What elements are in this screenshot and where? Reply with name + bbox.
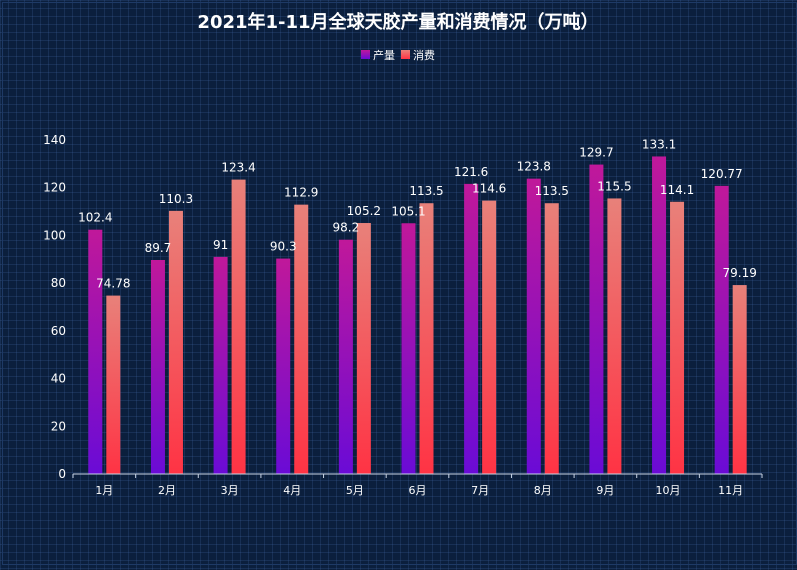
bar-production[interactable] <box>526 178 541 475</box>
y-tick-label: 20 <box>51 419 66 433</box>
data-label-consumption: 114.1 <box>660 183 694 197</box>
x-tick-label: 10月 <box>656 484 681 497</box>
y-tick-label: 0 <box>58 467 66 481</box>
bars <box>88 156 747 475</box>
data-label-production: 89.7 <box>145 241 172 255</box>
data-label-consumption: 110.3 <box>159 192 193 206</box>
bar-production[interactable] <box>401 223 416 474</box>
y-tick-label: 100 <box>43 228 66 242</box>
data-label-consumption: 113.5 <box>409 184 443 198</box>
bar-consumption[interactable] <box>168 210 183 474</box>
data-label-consumption: 112.9 <box>284 186 318 200</box>
bar-consumption[interactable] <box>231 179 246 475</box>
data-label-production: 123.8 <box>517 160 551 174</box>
data-label-production: 120.77 <box>701 167 743 181</box>
x-tick-label: 7月 <box>471 484 489 497</box>
y-tick-label: 80 <box>51 276 66 290</box>
bar-consumption[interactable] <box>670 201 685 475</box>
x-tick-label: 4月 <box>283 484 301 497</box>
chart-title: 2021年1-11月全球天胶产量和消费情况（万吨） <box>197 11 598 33</box>
data-label-consumption: 123.4 <box>221 161 255 175</box>
legend-swatch-consumption[interactable] <box>401 50 410 59</box>
bar-production[interactable] <box>464 183 479 474</box>
data-label-production: 90.3 <box>270 240 297 254</box>
data-label-production: 105.1 <box>391 204 425 218</box>
data-labels: 102.4 74.78 89.7 110.3 91 123.4 90.3 112.9 98.2 1… <box>78 137 757 290</box>
data-label-consumption: 105.2 <box>347 204 381 218</box>
bar-production[interactable] <box>88 229 103 474</box>
bar-consumption[interactable] <box>482 200 497 474</box>
data-label-production: 91 <box>213 238 228 252</box>
x-tick-label: 6月 <box>409 484 427 497</box>
data-label-consumption: 74.78 <box>96 277 130 291</box>
data-label-production: 98.2 <box>333 221 360 235</box>
y-axis: 0 20 40 60 80 100 120 140 <box>43 133 66 481</box>
x-tick-label: 2月 <box>158 484 176 497</box>
x-tick-label: 9月 <box>596 484 614 497</box>
bar-consumption[interactable] <box>544 203 559 474</box>
y-tick-label: 140 <box>43 133 66 147</box>
bar-production[interactable] <box>150 260 165 474</box>
x-tick-label: 1月 <box>95 484 113 497</box>
legend-swatch-production[interactable] <box>361 50 370 59</box>
bar-production[interactable] <box>714 185 729 474</box>
data-label-consumption: 114.6 <box>472 182 506 196</box>
x-tick-label: 5月 <box>346 484 364 497</box>
y-tick-label: 120 <box>43 181 66 195</box>
legend-label-production[interactable]: 产量 <box>373 48 395 62</box>
bar-consumption[interactable] <box>607 198 622 474</box>
data-label-production: 133.1 <box>642 137 676 151</box>
bar-consumption[interactable] <box>106 295 121 474</box>
x-axis: 1月 2月 3月 4月 5月 6月 7月 8月 9月 10月 11月 <box>72 474 763 497</box>
data-label-consumption: 79.19 <box>723 266 757 280</box>
bar-production[interactable] <box>652 156 667 474</box>
data-label-production: 121.6 <box>454 165 488 179</box>
legend-label-consumption[interactable]: 消费 <box>413 48 435 62</box>
bar-production[interactable] <box>213 256 228 474</box>
bar-production[interactable] <box>589 164 604 474</box>
x-tick-label: 8月 <box>534 484 552 497</box>
bar-consumption[interactable] <box>732 285 747 474</box>
data-label-consumption: 115.5 <box>597 179 631 193</box>
x-tick-label: 11月 <box>718 484 743 497</box>
legend: 产量 消费 <box>361 48 435 62</box>
bar-production[interactable] <box>338 239 353 474</box>
bar-consumption[interactable] <box>419 203 434 474</box>
data-label-consumption: 113.5 <box>535 184 569 198</box>
y-tick-label: 40 <box>51 372 66 386</box>
y-tick-label: 60 <box>51 324 66 338</box>
x-tick-label: 3月 <box>221 484 239 497</box>
bar-production[interactable] <box>276 258 291 474</box>
data-label-production: 102.4 <box>78 211 112 225</box>
bar-consumption[interactable] <box>294 204 309 474</box>
data-label-production: 129.7 <box>579 146 613 160</box>
bar-consumption[interactable] <box>356 223 371 474</box>
